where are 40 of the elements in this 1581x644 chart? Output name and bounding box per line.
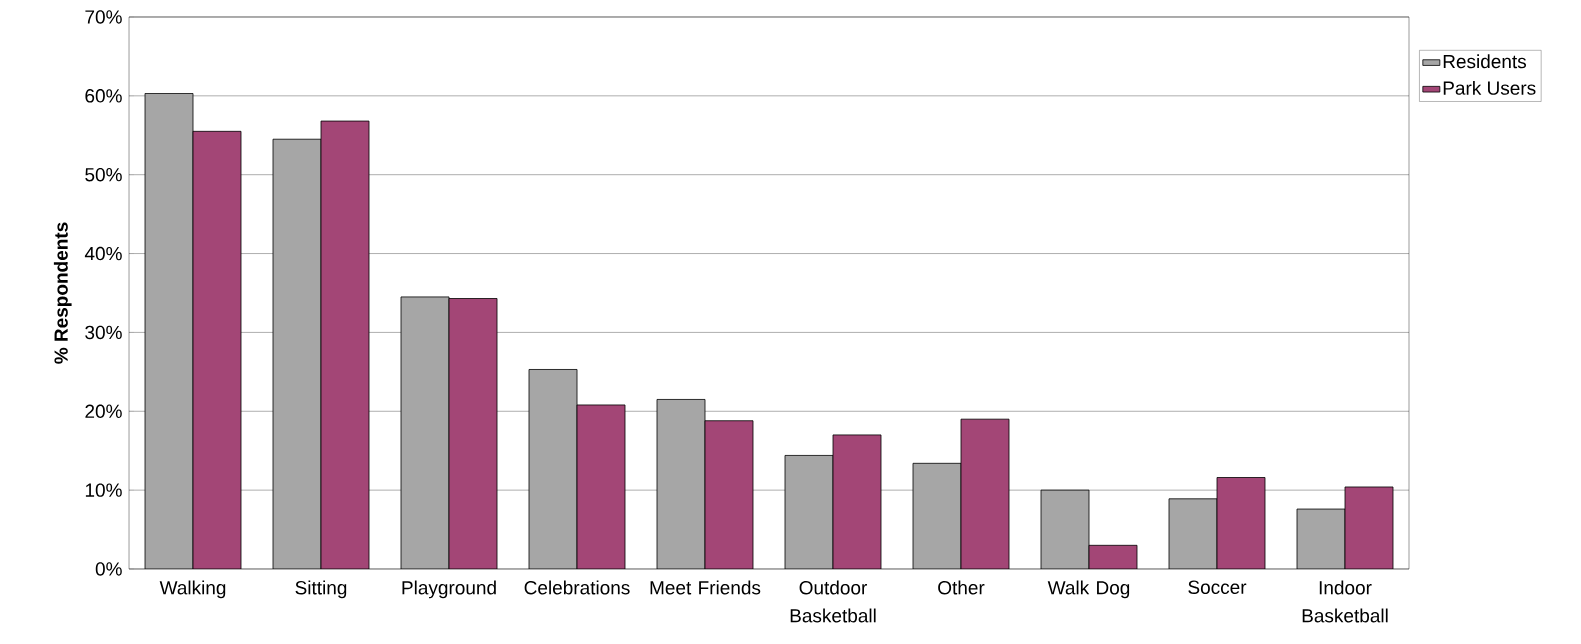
x-tick-label: Other xyxy=(938,580,985,595)
bar xyxy=(785,455,834,569)
y-tick-label: 70% xyxy=(85,10,122,24)
legend-label: Park Users xyxy=(1443,80,1536,95)
y-tick-label: 60% xyxy=(85,89,122,103)
y-tick-label: 0% xyxy=(95,562,122,576)
y-tick-label: 30% xyxy=(85,325,122,340)
x-tick-label: Outdoor Basketball xyxy=(790,580,876,623)
bar xyxy=(913,463,962,569)
bar xyxy=(1344,486,1394,569)
bar xyxy=(577,404,626,569)
bar xyxy=(193,131,242,569)
bar xyxy=(961,419,1010,569)
bar xyxy=(705,420,754,569)
legend-label: Residents xyxy=(1443,54,1527,69)
bar xyxy=(1169,498,1218,569)
x-tick-label: Walking xyxy=(159,580,226,599)
x-tick-label: Playground xyxy=(402,580,496,599)
y-axis-title: % Respondents xyxy=(53,222,72,364)
x-tick-label: Celebrations xyxy=(524,580,630,595)
x-tick-label: Soccer xyxy=(1188,580,1247,594)
y-tick-label: 20% xyxy=(85,404,122,418)
bar xyxy=(529,369,578,569)
bar xyxy=(1217,477,1266,569)
y-tick-label: 50% xyxy=(85,167,122,182)
y-tick-label: 40% xyxy=(84,246,122,261)
bar xyxy=(273,139,322,569)
bar xyxy=(657,399,706,569)
bar xyxy=(449,298,498,569)
x-tick-label: Walk Dog xyxy=(1047,580,1130,599)
y-tick-label: 10% xyxy=(85,483,122,497)
bar xyxy=(833,434,882,569)
x-tick-label: Meet Friends xyxy=(650,580,761,595)
x-tick-label: Sitting xyxy=(295,580,347,599)
bar xyxy=(145,93,194,569)
x-tick-label: Indoor Basketball xyxy=(1302,580,1388,623)
bar xyxy=(1296,508,1346,569)
bar xyxy=(321,121,370,569)
bar xyxy=(401,296,450,569)
bar xyxy=(1041,490,1090,569)
